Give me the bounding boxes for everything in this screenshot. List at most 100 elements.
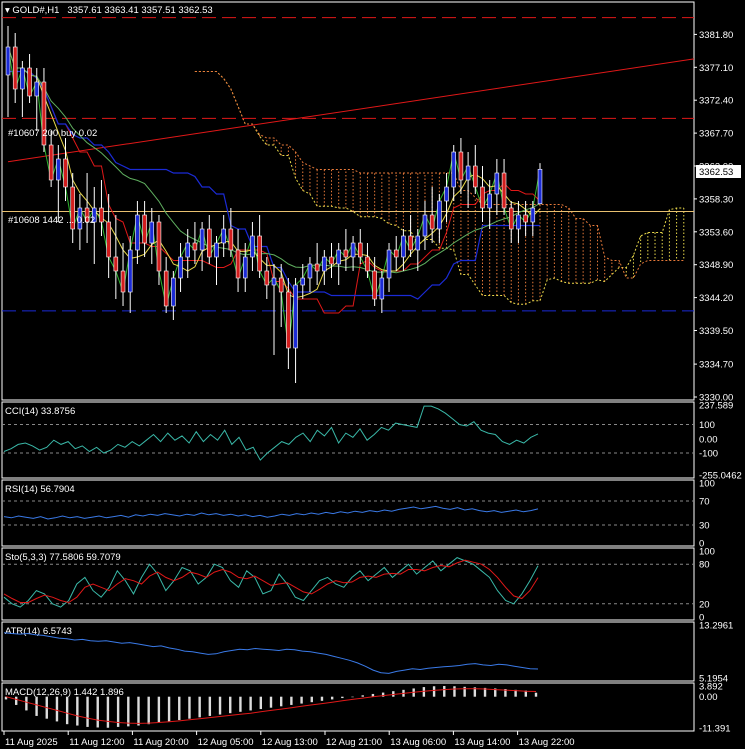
candle-body	[480, 186, 485, 209]
buy-order-label[interactable]: #10607 200 buy 0.02	[8, 128, 97, 139]
macd-histogram-bar	[494, 688, 497, 697]
macd-histogram-bar	[443, 685, 446, 697]
candle-body	[278, 277, 284, 293]
macd-histogram-bar	[249, 696, 252, 711]
candle-body	[358, 242, 363, 258]
candle-body	[343, 249, 349, 258]
candle-body	[437, 200, 442, 230]
price-tick-label: 3344.20	[699, 293, 733, 304]
candle-body	[487, 193, 492, 209]
candle-body	[336, 249, 341, 265]
time-tick-label: 11 Aug 12:00	[69, 737, 124, 748]
candle-body	[163, 270, 169, 307]
time-tick-label: 12 Aug 05:00	[198, 737, 254, 748]
price-tick-label: 3377.10	[699, 63, 733, 74]
senkou-span-b	[194, 71, 684, 279]
stochastic-panel[interactable]: Sto(5,3,3) 77.5806 59.7079 100 80 20 0	[2, 547, 715, 624]
candle-body	[372, 270, 377, 300]
candle-body	[48, 144, 54, 181]
macd-histogram-bar	[55, 696, 59, 722]
candle-body	[99, 207, 104, 223]
candle-body	[322, 256, 327, 272]
macd-histogram-bar	[147, 696, 150, 725]
candle-body	[135, 214, 140, 251]
current-price-label: 3362.53	[699, 167, 733, 178]
price-tick-label: 3330.00	[699, 393, 733, 404]
macd-histogram-bar	[208, 696, 212, 716]
macd-histogram-bar	[116, 696, 120, 727]
senkou-span-a	[194, 71, 684, 305]
indicator-title: Sto(5,3,3) 77.5806 59.7079	[5, 552, 121, 563]
macd-histogram-bar	[504, 689, 507, 697]
indicator-title: ATR(14) 6.5743	[5, 626, 72, 637]
candle-body	[27, 67, 32, 97]
macd-histogram-bar	[463, 686, 466, 697]
candle-body	[401, 235, 406, 258]
indicator-title: MACD(12,26,9) 1.442 1.896	[5, 687, 124, 698]
candle-body	[307, 263, 313, 279]
macd-histogram-bar	[514, 689, 517, 697]
panel-frame-main	[1, 1, 695, 401]
time-tick-label: 13 Aug 06:00	[390, 737, 446, 748]
candle-body	[415, 235, 421, 251]
candle-body	[537, 168, 543, 205]
candle-body	[207, 228, 212, 258]
macd-histogram-bar	[483, 687, 487, 697]
time-tick-label: 11 Aug 20:00	[133, 737, 188, 748]
candle-body	[314, 263, 320, 272]
cci-panel[interactable]: CCI(14) 33.8756 237.589 100 0.00 -100 -255.04…	[2, 401, 742, 482]
candle-body	[365, 256, 370, 272]
candle-body	[242, 256, 248, 279]
macd-histogram-bar	[279, 696, 283, 707]
indicator-line	[3, 505, 539, 520]
indicator-tick-label: 0	[699, 613, 704, 624]
atr-panel[interactable]: ATR(14) 6.5743 13.2961 5.1954	[3, 621, 733, 685]
price-tick-label: 3334.70	[699, 360, 733, 371]
indicator-tick-label: 3.892	[699, 682, 723, 693]
macd-histogram-bar	[371, 693, 375, 697]
price-tick-label: 3339.50	[699, 326, 733, 337]
macd-histogram-bar	[361, 695, 364, 697]
macd-histogram-bar	[218, 696, 222, 715]
macd-histogram-bar	[25, 696, 28, 711]
time-tick-label: 11 Aug 2025	[5, 737, 58, 748]
order-label[interactable]: #10608 1442 ... 0.02	[8, 215, 95, 226]
candle-body	[113, 256, 119, 272]
candle-body	[264, 270, 270, 286]
macd-histogram-bar	[453, 686, 456, 697]
price-panel[interactable]: 3381.803377.103372.403367.703363.003358.…	[2, 17, 741, 404]
candle-body	[530, 207, 536, 223]
candle-body	[523, 214, 528, 223]
candle-body	[228, 228, 234, 251]
candle-body	[156, 221, 162, 272]
candle-body	[501, 172, 507, 209]
indicator-title: RSI(14) 56.7904	[5, 484, 75, 495]
candle-body	[286, 291, 291, 349]
indicator-tick-label: 237.589	[699, 401, 733, 412]
macd-histogram-bar	[432, 686, 436, 697]
macd-histogram-bar	[310, 696, 313, 703]
candle-body	[473, 165, 478, 188]
candle-body	[192, 242, 198, 251]
macd-histogram-bar	[157, 696, 161, 723]
moving-average-slow	[7, 46, 541, 274]
price-tick-label: 3367.70	[699, 129, 733, 140]
indicator-line	[3, 632, 539, 674]
candle-body	[214, 242, 219, 258]
candle-body	[444, 186, 449, 202]
macd-histogram-bar	[35, 696, 38, 716]
indicator-tick-label: 5.1954	[699, 674, 728, 685]
indicator-tick-label: 0	[699, 539, 704, 550]
rsi-panel[interactable]: RSI(14) 56.7904 100 70 30 0	[2, 479, 715, 550]
candle-body	[429, 214, 435, 230]
candle-body	[127, 249, 133, 293]
macd-histogram-bar	[167, 696, 171, 722]
macd-histogram-bar	[96, 696, 99, 728]
indicator-tick-label: 30	[699, 521, 710, 532]
macd-histogram-bar	[524, 690, 528, 697]
time-axis: 11 Aug 2025 11 Aug 12:00 11 Aug 20:00 12 Au…	[3, 731, 575, 748]
candle-body	[178, 256, 183, 279]
candle-body	[516, 214, 521, 230]
